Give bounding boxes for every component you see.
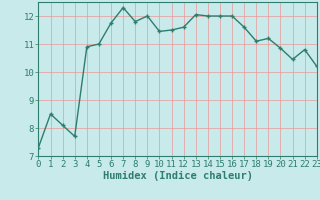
X-axis label: Humidex (Indice chaleur): Humidex (Indice chaleur) [103,171,252,181]
